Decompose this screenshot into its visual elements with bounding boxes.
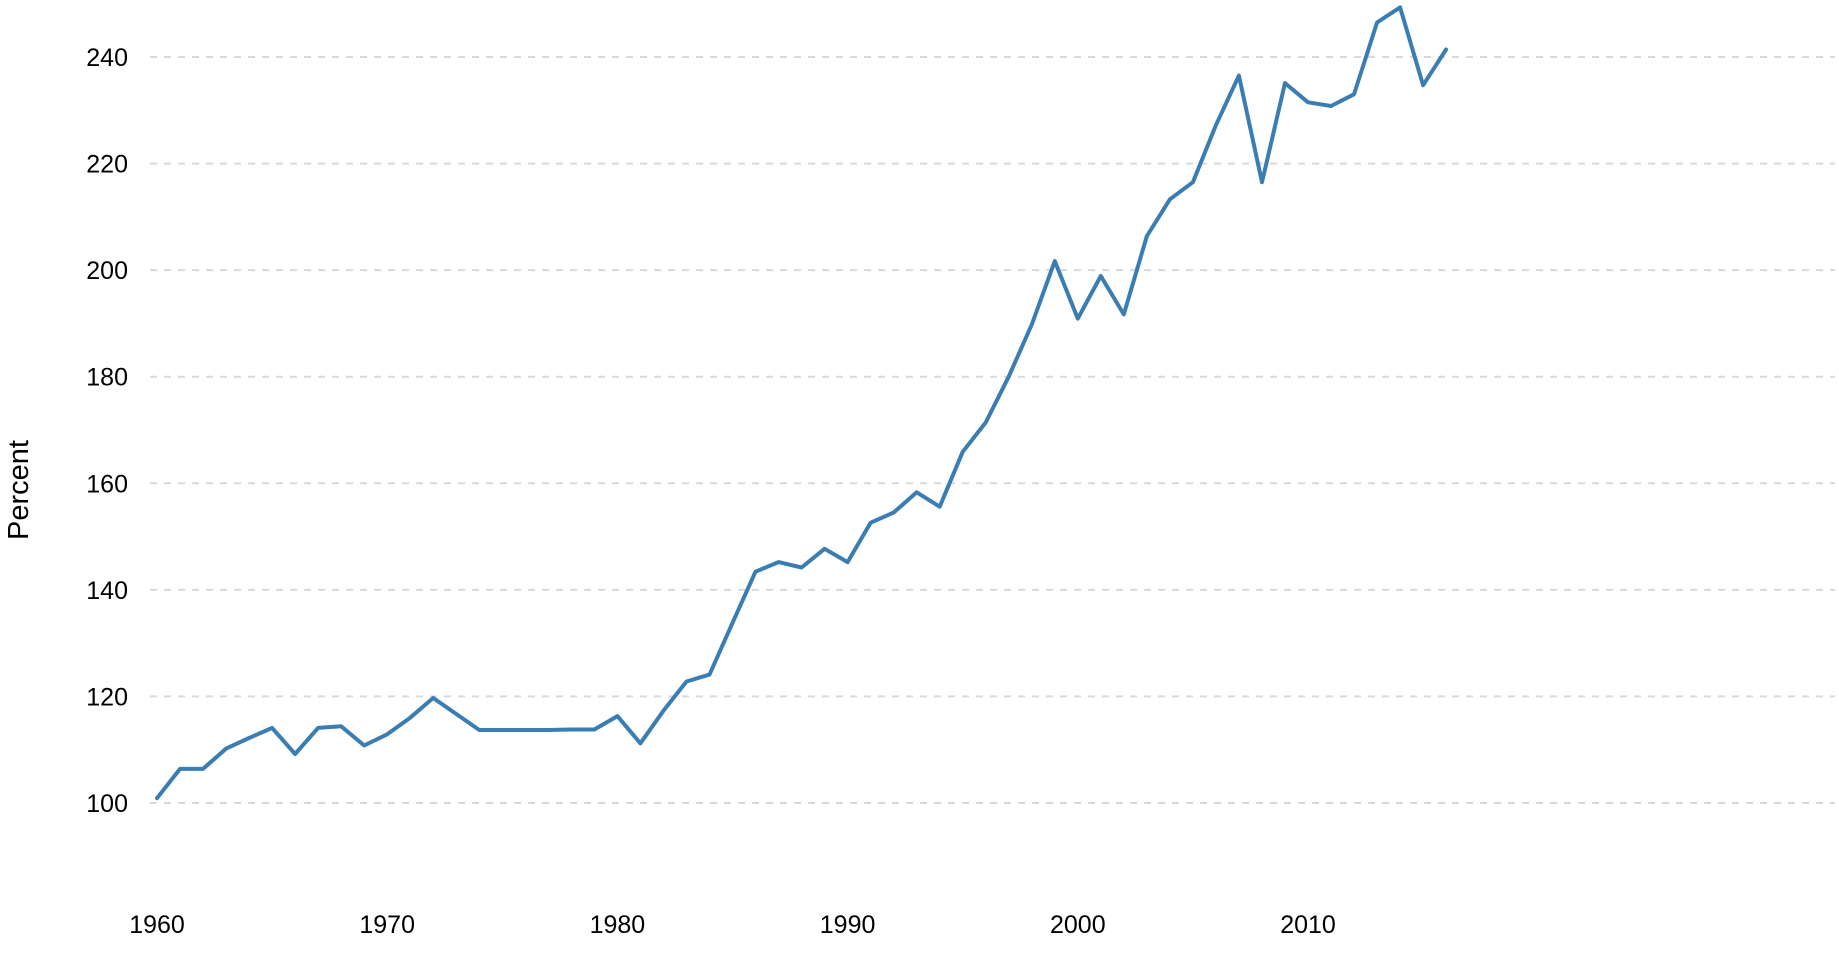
x-tick-label: 1980 xyxy=(590,911,646,939)
x-axis-ticks: 1960 1970 1980 1990 2000 2010 xyxy=(129,911,1336,939)
y-tick-label: 100 xyxy=(86,790,128,818)
series-layer xyxy=(155,5,1449,801)
y-tick-label: 200 xyxy=(86,257,128,285)
series-line-0 xyxy=(155,5,1449,801)
x-tick-label: 1990 xyxy=(820,911,876,939)
y-tick-label: 160 xyxy=(86,470,128,498)
x-tick-label: 1960 xyxy=(129,911,185,939)
x-tick-label: 2010 xyxy=(1280,911,1336,939)
x-tick-label: 1970 xyxy=(359,911,415,939)
y-tick-label: 140 xyxy=(86,577,128,605)
y-axis-ticks: 100 120 140 160 180 200 220 240 xyxy=(86,44,128,818)
y-tick-label: 240 xyxy=(86,44,128,72)
x-tick-label: 2000 xyxy=(1050,911,1106,939)
y-tick-label: 120 xyxy=(86,683,128,711)
y-tick-label: 180 xyxy=(86,364,128,392)
gridlines xyxy=(150,56,1835,804)
y-axis-label: Percent xyxy=(3,440,35,540)
y-tick-label: 220 xyxy=(86,151,128,179)
